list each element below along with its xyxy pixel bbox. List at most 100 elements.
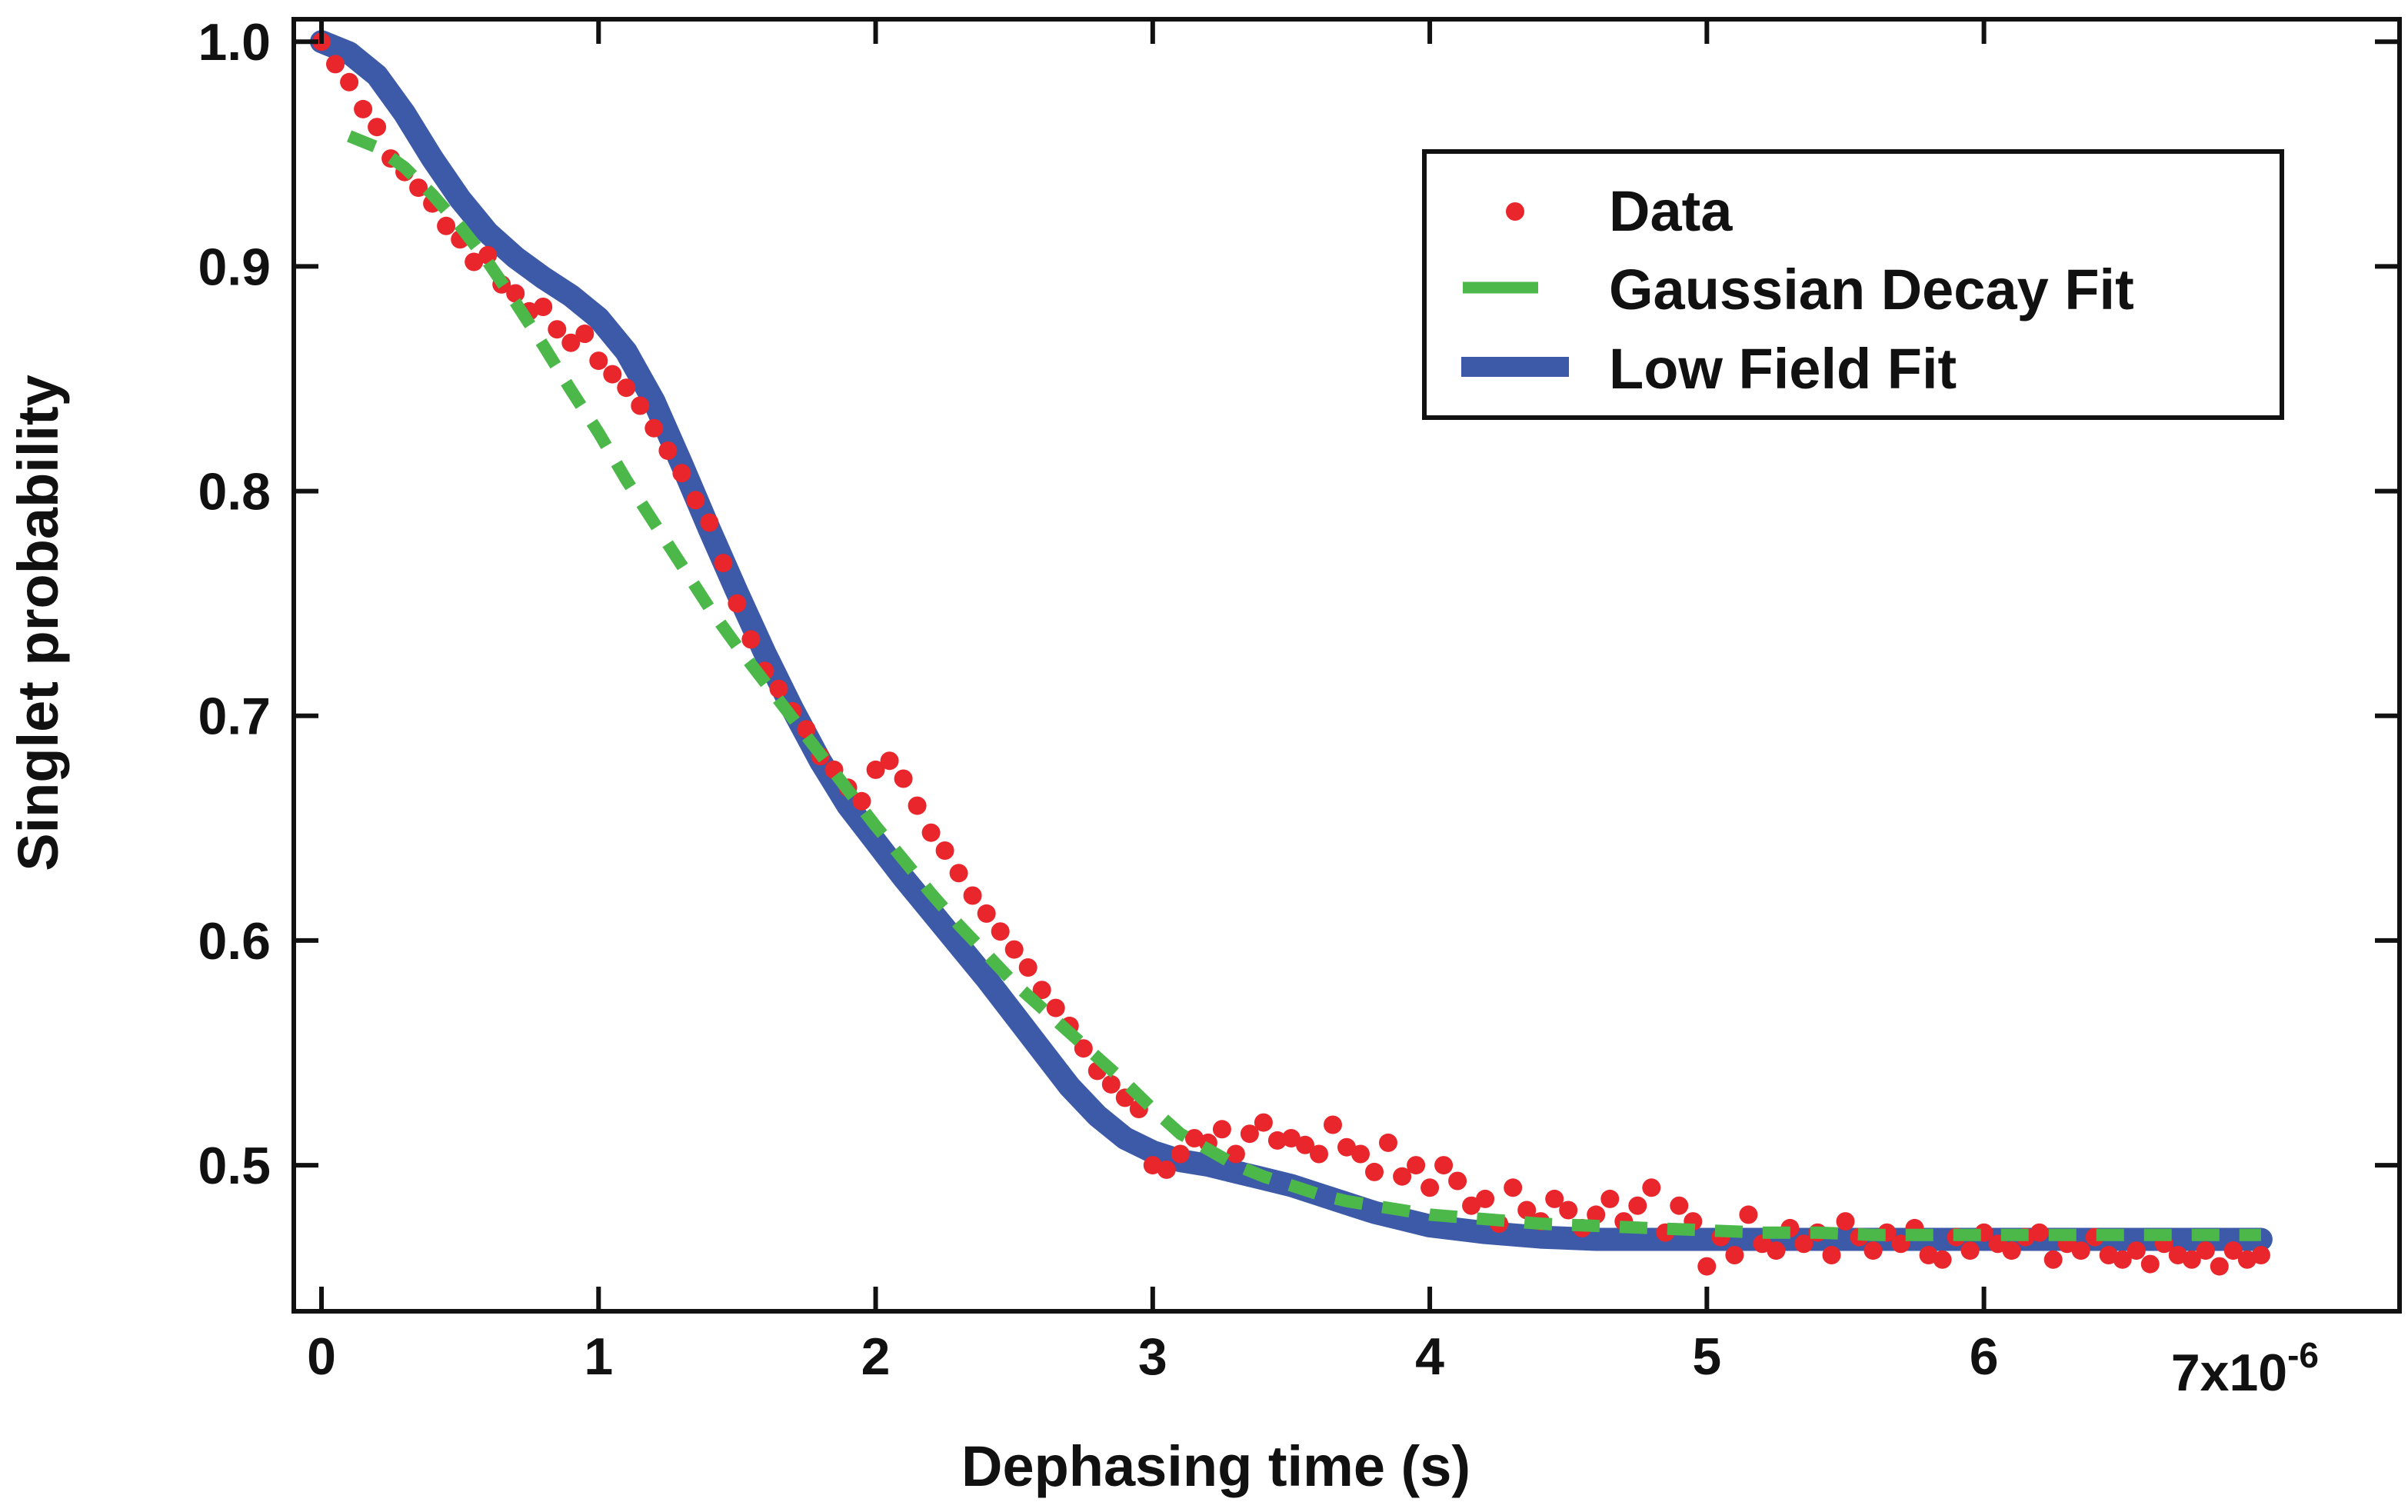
data-point-95	[1628, 1196, 1647, 1215]
data-point-49	[991, 922, 1010, 941]
data-point-69	[1267, 1131, 1287, 1150]
data-point-93	[1600, 1189, 1620, 1208]
data-point-132	[2140, 1254, 2160, 1274]
data-point-73	[1324, 1115, 1342, 1134]
data-point-124	[2030, 1223, 2049, 1242]
data-point-45	[935, 841, 954, 860]
data-point-107	[1794, 1234, 1813, 1254]
x-tick-label-5: 5	[1692, 1327, 1721, 1386]
plot-frame	[291, 17, 2402, 1314]
data-point-105	[1767, 1241, 1786, 1261]
data-point-60	[1143, 1156, 1162, 1175]
data-point-136	[2196, 1241, 2215, 1261]
legend: Data Gaussian Decay Fit Low Field Fit	[1422, 149, 2284, 420]
data-point-39	[852, 791, 871, 811]
data-point-84	[1476, 1189, 1495, 1208]
data-point-63	[1184, 1129, 1204, 1147]
data-point-116	[1919, 1246, 1938, 1264]
y-axis-title: Singlet probability	[6, 375, 70, 871]
data-point-9	[437, 216, 456, 235]
y-tick-label-5: 1.0	[198, 13, 271, 72]
data-point-82	[1448, 1171, 1467, 1191]
data-point-131	[2127, 1241, 2146, 1261]
x-tick-label-3: 3	[1138, 1327, 1167, 1386]
data-point-129	[2099, 1246, 2118, 1264]
data-point-77	[1379, 1133, 1397, 1152]
data-point-114	[1891, 1234, 1910, 1254]
data-point-2	[340, 72, 359, 92]
data-point-72	[1310, 1144, 1328, 1164]
data-point-41	[880, 751, 899, 771]
axes-layer	[291, 17, 2402, 1314]
data-point-23	[631, 396, 650, 415]
data-point-51	[1018, 958, 1037, 977]
data-point-61	[1157, 1160, 1176, 1179]
data-point-70	[1281, 1129, 1301, 1147]
data-point-79	[1407, 1156, 1426, 1175]
data-point-89	[1545, 1189, 1564, 1208]
data-point-139	[2237, 1250, 2256, 1269]
data-point-104	[1753, 1234, 1772, 1254]
data-point-75	[1351, 1144, 1370, 1164]
data-point-86	[1504, 1178, 1523, 1197]
data-point-21	[603, 365, 622, 384]
data-point-19	[575, 325, 595, 343]
data-point-103	[1739, 1205, 1758, 1224]
data-point-28	[700, 513, 719, 532]
data-point-1	[326, 55, 345, 74]
y-tick-label-2: 0.7	[198, 688, 271, 746]
data-point-26	[672, 464, 691, 483]
data-point-92	[1587, 1205, 1606, 1224]
data-point-42	[894, 769, 913, 788]
y-tick-label-0: 0.5	[198, 1137, 271, 1195]
data-point-22	[617, 378, 636, 398]
series-layer	[310, 30, 2273, 1276]
data-point-119	[1960, 1241, 1980, 1261]
data-point-27	[686, 491, 705, 510]
data-point-29	[714, 554, 733, 573]
data-point-52	[1032, 981, 1051, 1000]
data-point-137	[2210, 1257, 2229, 1276]
legend-label-data: Data	[1609, 179, 1733, 243]
y-tick-label-4: 0.9	[198, 238, 271, 296]
data-point-16	[534, 298, 553, 316]
data-point-47	[963, 886, 982, 905]
x-tick-label-6: 6	[1970, 1327, 1999, 1386]
data-point-76	[1365, 1162, 1384, 1181]
data-point-130	[2113, 1250, 2132, 1269]
x-tick-label-1: 1	[584, 1327, 613, 1386]
data-point-112	[1863, 1241, 1883, 1261]
legend-label-gaussian: Gaussian Decay Fit	[1609, 258, 2134, 321]
data-point-46	[949, 864, 968, 883]
data-point-90	[1559, 1201, 1578, 1220]
data-point-3	[354, 99, 373, 118]
data-point-134	[2168, 1246, 2187, 1264]
x-exponent-base: 7x10	[2171, 1344, 2287, 1402]
data-point-50	[1004, 940, 1024, 959]
data-point-98	[1670, 1196, 1689, 1215]
data-point-14	[506, 284, 525, 303]
x-tick-label-2: 2	[861, 1327, 891, 1386]
x-axis-title: Dephasing time (s)	[961, 1434, 1470, 1498]
data-point-80	[1420, 1178, 1440, 1197]
data-point-53	[1046, 998, 1065, 1017]
data-point-127	[2071, 1241, 2090, 1261]
data-point-65	[1212, 1120, 1231, 1139]
data-point-66	[1226, 1144, 1245, 1164]
data-point-67	[1240, 1124, 1259, 1144]
data-point-102	[1725, 1246, 1744, 1264]
data-point-140	[2251, 1246, 2270, 1264]
data-point-11	[465, 252, 484, 271]
data-point-117	[1933, 1250, 1952, 1269]
data-point-138	[2223, 1241, 2243, 1261]
data-point-109	[1822, 1246, 1841, 1264]
data-point-20	[589, 351, 608, 371]
data-point-68	[1254, 1113, 1273, 1132]
data-point-100	[1697, 1257, 1717, 1276]
legend-marker-data	[1506, 202, 1524, 221]
data-point-24	[644, 418, 664, 438]
data-point-78	[1393, 1167, 1412, 1186]
data-point-55	[1074, 1039, 1093, 1058]
data-point-25	[658, 441, 678, 460]
